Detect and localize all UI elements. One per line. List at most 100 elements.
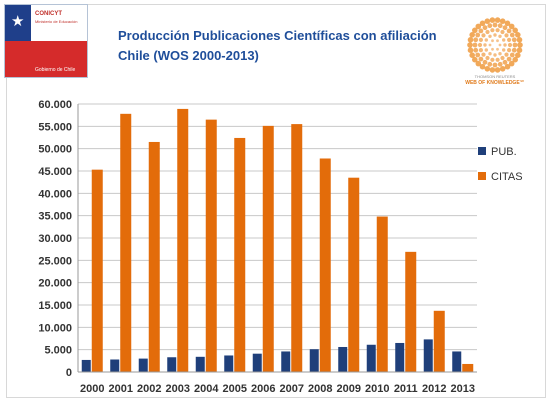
logo-dot (496, 39, 499, 43)
logo-dot (515, 52, 521, 58)
bar-pub-2009 (338, 346, 348, 372)
logo-dot (482, 59, 488, 65)
logo-gov-text: Gobierno de Chile (35, 67, 76, 73)
y-tick-label: 40.000 (38, 188, 72, 200)
logo-dot (504, 20, 511, 27)
logo-dot (512, 27, 518, 34)
logo-dot (491, 39, 494, 43)
logo-dot (506, 56, 512, 62)
logo-dot (475, 23, 482, 30)
logo-dot (502, 48, 506, 52)
x-tick-label: 2002 (137, 383, 161, 395)
logo-dot (512, 42, 518, 48)
bar-citas-2009 (348, 177, 360, 372)
logo-dot (498, 43, 502, 47)
bar-citas-2012 (433, 310, 445, 372)
bar-citas-2002 (148, 141, 160, 372)
x-tick-label: 2001 (109, 383, 133, 395)
logo-dot (492, 62, 498, 68)
logo-dot (511, 37, 517, 43)
bar-citas-2007 (291, 124, 303, 372)
logo-dot (498, 34, 502, 38)
logo-dot (502, 25, 508, 31)
logo-dot (481, 33, 486, 38)
logo-dot (479, 63, 486, 70)
logo-dot (481, 52, 486, 57)
logo-dot (475, 32, 481, 38)
logo-dot (516, 37, 523, 43)
logo-dot (489, 67, 496, 73)
logo-dot (507, 42, 513, 48)
bar-citas-2010 (376, 216, 388, 372)
logo-dot (492, 22, 498, 28)
legend-label-pub: PUB. (491, 146, 517, 158)
title-line-1: Producción Publicaciones Científicas con… (118, 28, 437, 43)
y-tick-label: 20.000 (38, 278, 72, 290)
conicyt-logo: ★ CONICYT Ministerio de Educación Gobier… (4, 4, 88, 78)
star-icon: ★ (11, 13, 25, 30)
logo-dot (475, 60, 482, 67)
logo-dot (512, 56, 518, 63)
logo-dot (506, 28, 512, 34)
bar-pub-2002 (138, 358, 148, 372)
logo-dot (473, 47, 479, 53)
bar-pub-2008 (309, 349, 319, 372)
bar-citas-2008 (319, 158, 331, 372)
y-tick-label: 50.000 (38, 144, 72, 156)
x-tick-label: 2009 (337, 383, 361, 395)
bar-citas-2000 (91, 169, 103, 372)
x-tick-label: 2006 (251, 383, 275, 395)
y-tick-label: 10.000 (38, 322, 72, 334)
logo-dot (469, 32, 475, 38)
logo-dot (508, 23, 515, 30)
logo-dot (478, 56, 484, 62)
logo-dot (472, 56, 478, 63)
logo-dot (508, 60, 515, 67)
x-tick-label: 2005 (223, 383, 247, 395)
y-tick-label: 30.000 (38, 233, 72, 245)
logo-dot (485, 29, 490, 35)
logo-dot (517, 42, 523, 48)
logo-dot (475, 52, 481, 58)
logo-dot (482, 25, 488, 31)
x-tick-label: 2004 (194, 383, 219, 395)
logo-dot (509, 32, 515, 38)
logo-dot (500, 55, 505, 61)
legend-label-citas: CITAS (491, 171, 523, 183)
logo-dot (467, 47, 474, 53)
logo-dot (502, 38, 506, 42)
logo-dot (494, 17, 501, 23)
logo-dot (504, 33, 509, 38)
logo-dot (484, 66, 491, 72)
y-tick-label: 25.000 (38, 255, 72, 267)
logo-dot (515, 32, 521, 38)
bar-citas-2011 (405, 251, 417, 372)
x-tick-label: 2010 (365, 383, 389, 395)
logo-dot (488, 34, 492, 38)
legend-swatch-pub (478, 147, 486, 155)
bar-pub-2011 (395, 342, 405, 372)
logo-org-sub: Ministerio de Educación (35, 19, 78, 24)
logo-dot (509, 52, 515, 58)
logo-dot (484, 18, 491, 24)
y-tick-label: 15.000 (38, 300, 72, 312)
web-of-knowledge-logo: THOMSON REUTERS WEB OF KNOWLEDGE℠ (460, 16, 530, 92)
grid-lines (78, 103, 477, 373)
logo-dot (467, 42, 473, 48)
bar-pub-2001 (110, 359, 120, 372)
x-tick-label: 2000 (80, 383, 104, 395)
logo-dot (490, 57, 495, 62)
logo-dot (503, 43, 507, 47)
bar-pub-2004 (195, 356, 205, 372)
bar-pub-2010 (366, 344, 376, 372)
logo-dot (485, 55, 490, 61)
bar-citas-2013 (462, 363, 474, 372)
logo-dot (488, 52, 492, 56)
logo-dot (504, 63, 511, 70)
bar-pub-2003 (167, 357, 177, 372)
bar-pub-2012 (423, 339, 433, 372)
bar-pub-2006 (252, 353, 262, 372)
y-tick-label: 55.000 (38, 121, 72, 133)
bar-citas-2005 (234, 137, 246, 372)
dot-globe-icon (467, 17, 523, 73)
